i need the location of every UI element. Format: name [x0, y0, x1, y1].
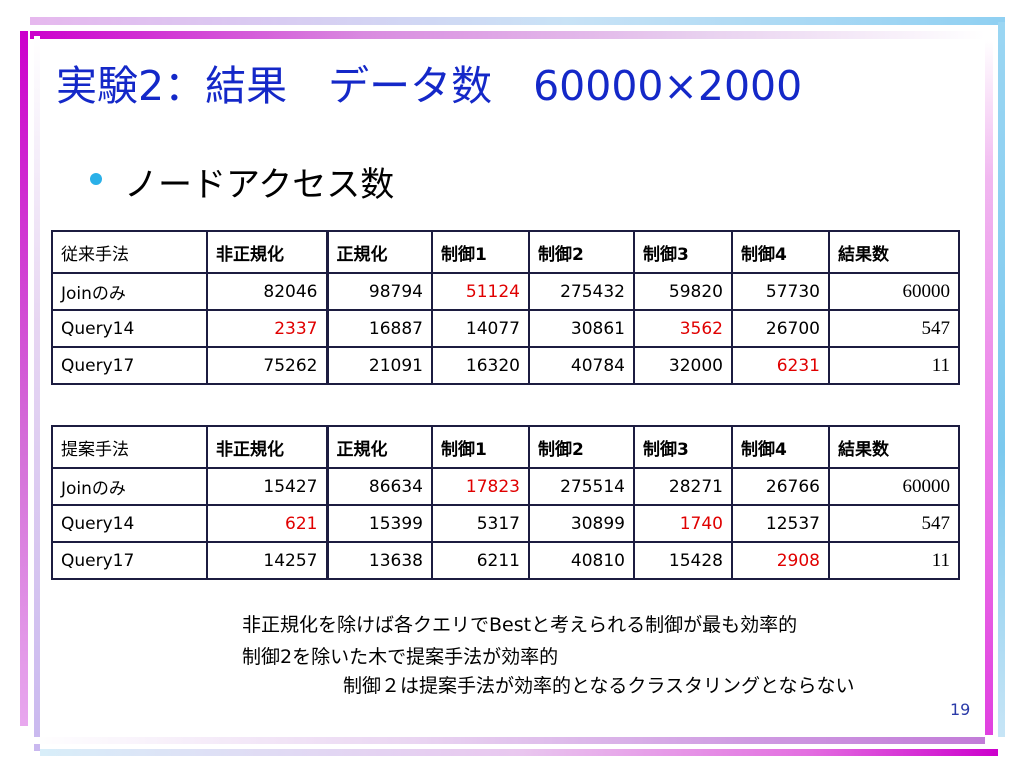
- table-cell: 16887: [326, 309, 433, 348]
- table-cell: 98794: [326, 272, 433, 311]
- result-count-cell: 60000: [828, 272, 960, 311]
- table-row: Query14 2337 16887 14077 30861 3562 2670…: [51, 309, 960, 348]
- header-cell: 制御1: [431, 230, 530, 274]
- header-cell: 制御2: [528, 230, 635, 274]
- table-cell-highlighted: 2337: [206, 309, 329, 348]
- header-cell: 制御3: [633, 230, 733, 274]
- result-count-cell: 60000: [828, 467, 960, 506]
- table-cell: 275514: [528, 467, 635, 506]
- table-cell: 21091: [326, 346, 433, 385]
- conclusion-note-3: 制御２は提案手法が効率的となるクラスタリングとならない: [343, 675, 855, 697]
- table-cell: 75262: [206, 346, 329, 385]
- table-cell-highlighted: 621: [206, 504, 329, 543]
- header-cell: 制御4: [731, 425, 830, 469]
- proposed-method-table: 提案手法 非正規化 正規化 制御1 制御2 制御3 制御4 結果数 Joinのみ…: [51, 425, 960, 580]
- decorative-bar-right-blue: [998, 22, 1005, 737]
- header-cell: 制御3: [633, 425, 733, 469]
- table-cell-highlighted: 2908: [731, 541, 830, 580]
- bullet-text: ノードアクセス数: [124, 165, 395, 205]
- table-cell: 86634: [326, 467, 433, 506]
- table-cell: 13638: [326, 541, 433, 580]
- row-label: Query14: [51, 309, 208, 348]
- result-count-cell: 11: [828, 541, 960, 580]
- conclusion-note-2: 制御2を除いた木で提案手法が効率的: [242, 646, 559, 668]
- decorative-bar-left-magenta: [20, 31, 28, 726]
- table-cell: 26766: [731, 467, 830, 506]
- decorative-bar-bottom-magenta: [40, 749, 998, 756]
- row-label: Query17: [51, 541, 208, 580]
- decorative-bar-left-light: [34, 36, 40, 751]
- table-cell: 275432: [528, 272, 635, 311]
- header-cell: 結果数: [828, 230, 960, 274]
- table-cell-highlighted: 3562: [633, 309, 733, 348]
- page-number: 19: [950, 700, 971, 719]
- result-count-cell: 547: [828, 309, 960, 348]
- table-cell: 40784: [528, 346, 635, 385]
- table-header-row: 従来手法 非正規化 正規化 制御1 制御2 制御3 制御4 結果数: [51, 230, 960, 274]
- table-cell: 57730: [731, 272, 830, 311]
- header-cell: 正規化: [326, 230, 433, 274]
- header-cell: 提案手法: [51, 425, 208, 469]
- row-label: Query17: [51, 346, 208, 385]
- table-row: Query17 75262 21091 16320 40784 32000 62…: [51, 346, 960, 385]
- header-cell: 制御2: [528, 425, 635, 469]
- table-header-row: 提案手法 非正規化 正規化 制御1 制御2 制御3 制御4 結果数: [51, 425, 960, 469]
- table-cell: 59820: [633, 272, 733, 311]
- table-cell: 15428: [633, 541, 733, 580]
- table-cell: 14257: [206, 541, 329, 580]
- table-cell: 82046: [206, 272, 329, 311]
- table-cell-highlighted: 1740: [633, 504, 733, 543]
- table-cell: 28271: [633, 467, 733, 506]
- header-cell: 制御1: [431, 425, 530, 469]
- result-count-cell: 547: [828, 504, 960, 543]
- header-cell: 正規化: [326, 425, 433, 469]
- header-cell: 結果数: [828, 425, 960, 469]
- table-cell: 14077: [431, 309, 530, 348]
- table-cell: 30861: [528, 309, 635, 348]
- table-cell: 15427: [206, 467, 329, 506]
- table-cell-highlighted: 51124: [431, 272, 530, 311]
- row-label: Query14: [51, 504, 208, 543]
- table-cell-highlighted: 6231: [731, 346, 830, 385]
- table-cell: 6211: [431, 541, 530, 580]
- slide-title: 実験2：結果 データ数 60000×2000: [56, 62, 803, 110]
- table-cell: 16320: [431, 346, 530, 385]
- bullet-dot-icon: [90, 173, 102, 185]
- table-cell: 40810: [528, 541, 635, 580]
- header-cell: 制御4: [731, 230, 830, 274]
- row-label: Joinのみ: [51, 467, 208, 506]
- table-cell: 30899: [528, 504, 635, 543]
- conventional-method-table: 従来手法 非正規化 正規化 制御1 制御2 制御3 制御4 結果数 Joinのみ…: [51, 230, 960, 385]
- header-cell: 従来手法: [51, 230, 208, 274]
- table-cell: 32000: [633, 346, 733, 385]
- table-cell: 12537: [731, 504, 830, 543]
- decorative-bar-right-magenta: [985, 40, 993, 735]
- table-row: Joinのみ 15427 86634 17823 275514 28271 26…: [51, 467, 960, 506]
- result-count-cell: 11: [828, 346, 960, 385]
- table-row: Query17 14257 13638 6211 40810 15428 290…: [51, 541, 960, 580]
- table-row: Joinのみ 82046 98794 51124 275432 59820 57…: [51, 272, 960, 311]
- header-cell: 非正規化: [206, 230, 329, 274]
- header-cell: 非正規化: [206, 425, 329, 469]
- row-label: Joinのみ: [51, 272, 208, 311]
- table-row: Query14 621 15399 5317 30899 1740 12537 …: [51, 504, 960, 543]
- conclusion-note-1: 非正規化を除けば各クエリでBestと考えられる制御が最も効率的: [242, 614, 798, 636]
- table-cell: 5317: [431, 504, 530, 543]
- decorative-bar-top-light: [30, 17, 1005, 25]
- decorative-bar-bottom-light: [30, 737, 985, 744]
- table-cell: 26700: [731, 309, 830, 348]
- decorative-bar-top-magenta: [30, 31, 985, 39]
- table-cell: 15399: [326, 504, 433, 543]
- table-cell-highlighted: 17823: [431, 467, 530, 506]
